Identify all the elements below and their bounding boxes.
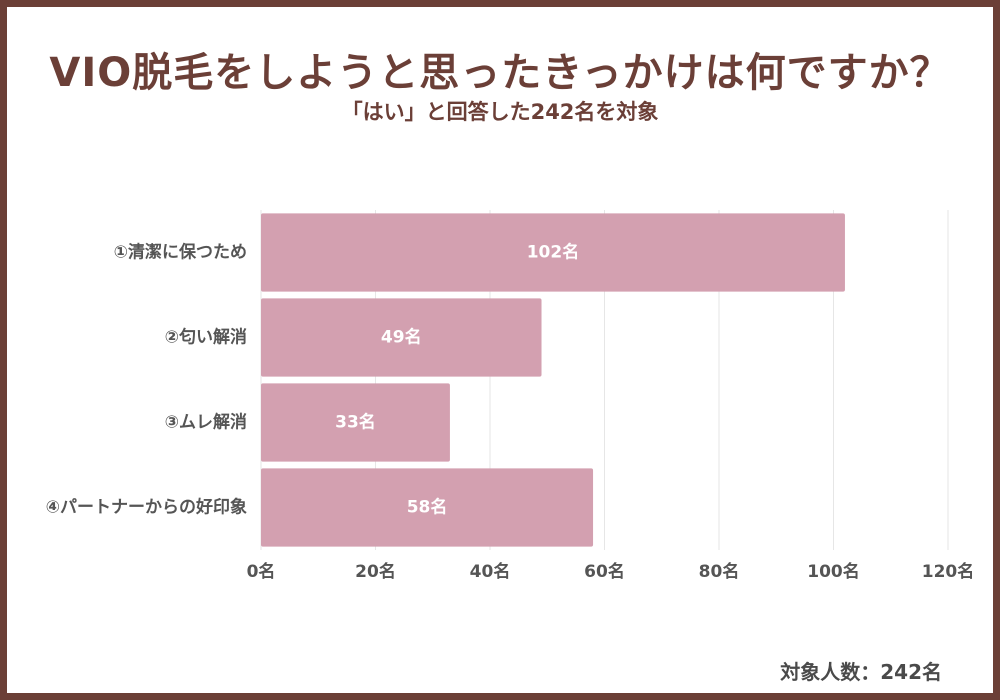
x-tick-label-3: 60名 (584, 561, 625, 582)
x-tick-label-1: 20名 (355, 561, 396, 582)
category-label-1: ①清潔に保つため (114, 242, 247, 263)
x-tick-label-0: 0名 (247, 561, 276, 582)
bar-value-label-2: 49名 (381, 327, 422, 348)
chart-subtitle: 「はい」と回答した242名を対象 (341, 100, 659, 124)
bar-3 (261, 383, 450, 462)
sample-size-note: 対象人数：242名 (780, 660, 942, 684)
bar-value-label-4: 58名 (407, 497, 448, 518)
category-label-4: ④パートナーからの好印象 (46, 497, 247, 518)
category-label-2: ②匂い解消 (165, 327, 247, 348)
bar-value-label-3: 33名 (335, 412, 376, 433)
x-tick-label-6: 120名 (922, 561, 975, 582)
x-tick-label-4: 80名 (699, 561, 740, 582)
bar-2 (261, 298, 542, 377)
bar-4 (261, 468, 594, 547)
bar-1 (261, 213, 845, 292)
bar-value-label-1: 102名 (527, 242, 580, 263)
x-tick-label-5: 100名 (807, 561, 860, 582)
x-tick-label-2: 40名 (470, 561, 511, 582)
category-label-3: ③ムレ解消 (165, 412, 247, 433)
chart-title: VIO脱毛をしようと思ったきっかけは何ですか？ (49, 50, 951, 96)
